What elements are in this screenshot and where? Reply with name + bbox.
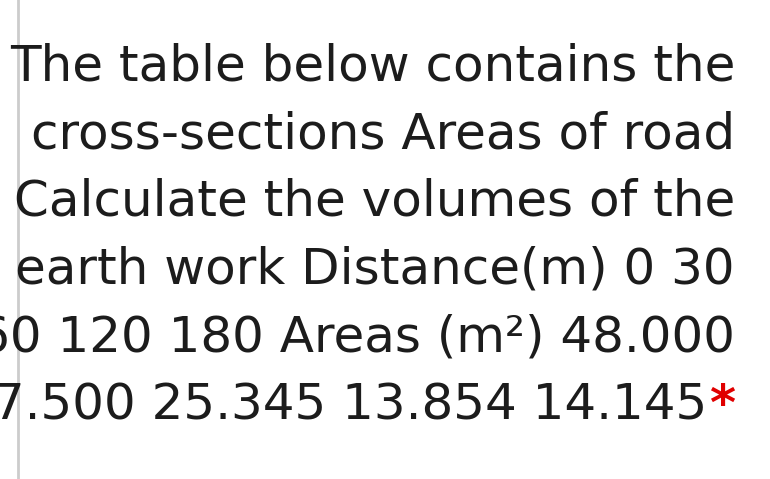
Text: cross-sections Areas of road: cross-sections Areas of road (31, 110, 735, 158)
Text: 37.500 25.345 13.854 14.145: 37.500 25.345 13.854 14.145 (0, 382, 707, 430)
Text: 60 120 180 Areas (m²) 48.000: 60 120 180 Areas (m²) 48.000 (0, 314, 735, 362)
Text: The table below contains the: The table below contains the (9, 42, 735, 90)
Text: *: * (709, 382, 735, 430)
Text: Calculate the volumes of the: Calculate the volumes of the (14, 178, 735, 226)
Text: earth work Distance(m) 0 30: earth work Distance(m) 0 30 (15, 246, 735, 294)
